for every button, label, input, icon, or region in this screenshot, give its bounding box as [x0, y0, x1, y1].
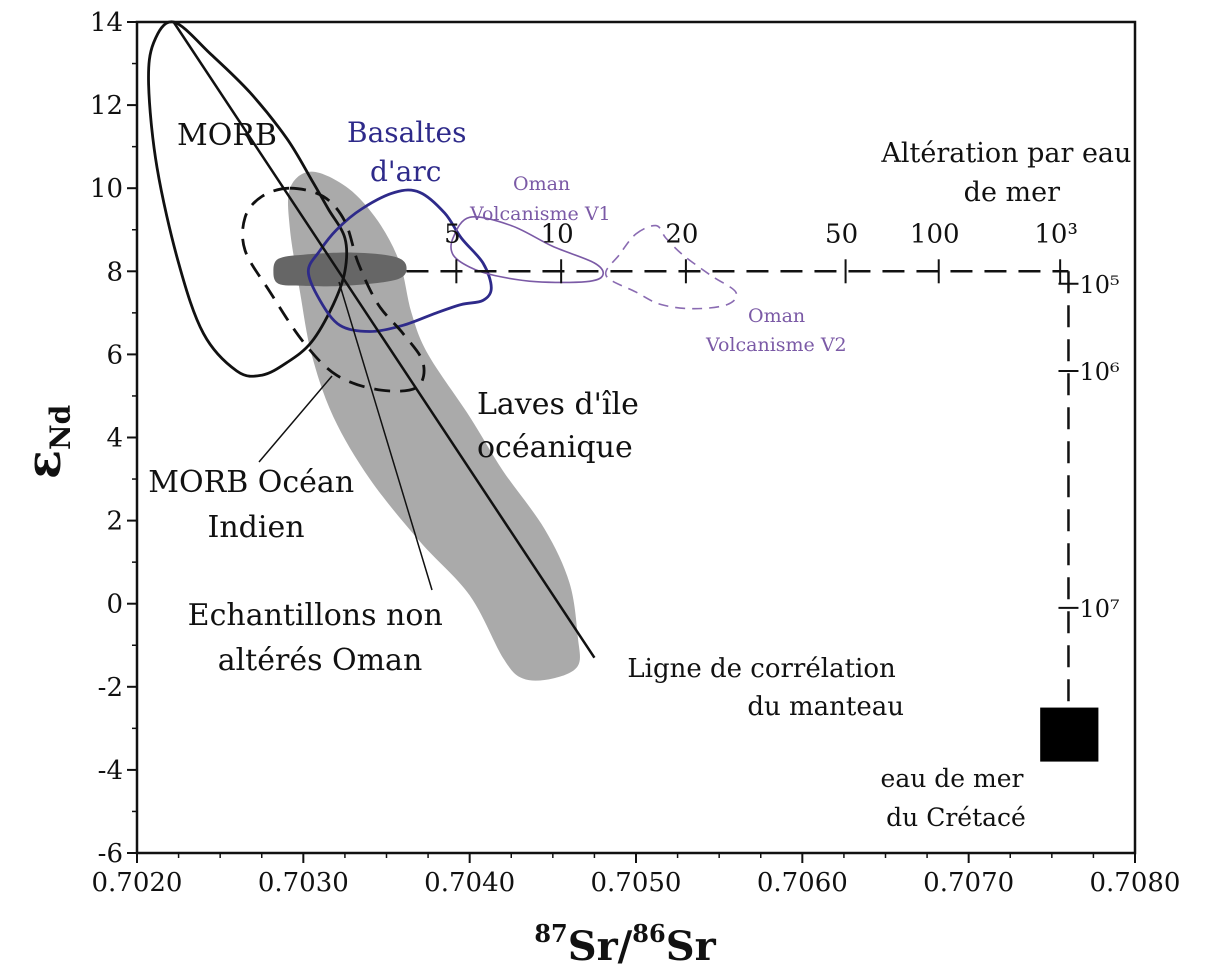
- x-tick-label: 0.7050: [591, 868, 682, 898]
- path-vtick-label-10: 10⁶: [1079, 358, 1119, 386]
- region-oman-volcanisme-v1: [450, 216, 604, 284]
- y-tick-label: 0: [106, 590, 123, 620]
- y-axis-title: εNd: [16, 405, 77, 479]
- y-tick-label: 10: [90, 174, 123, 204]
- regions-layer: [147, 20, 738, 681]
- region-laves-d-ile-oceanique: [287, 171, 580, 681]
- path-tick-label-100: 100: [910, 219, 960, 249]
- path-vtick-label-10: 10⁷: [1079, 595, 1119, 623]
- region-morb-ocean-indien: [241, 186, 426, 393]
- region-oman-volcanisme-v2: [604, 224, 738, 310]
- label-cretaceous-seawater: eau de mer du Crétacé: [881, 764, 1032, 832]
- path-tick-label-10: 10³: [1034, 219, 1078, 249]
- leader-oman-unaltered: [338, 281, 433, 591]
- label-ocean-island: Laves d'île océanique: [477, 387, 648, 465]
- path-tick-label-50: 50: [825, 219, 858, 249]
- x-tick-label: 0.7030: [258, 868, 349, 898]
- y-tick-label: -4: [98, 756, 123, 786]
- cretaceous-seawater-box: [1040, 707, 1099, 762]
- x-tick-label: 0.7080: [1090, 868, 1181, 898]
- label-morb: MORB: [177, 118, 277, 153]
- y-tick-label: 6: [106, 340, 123, 370]
- path-vtick-label-10: 10⁵: [1079, 271, 1119, 299]
- path-tick-label-5: 5: [444, 219, 461, 249]
- y-tick-label: 14: [90, 8, 123, 38]
- x-tick-label: 0.7020: [92, 868, 183, 898]
- y-tick-label: 8: [106, 257, 123, 287]
- y-tick-label: -6: [98, 839, 123, 869]
- x-axis-title: 87Sr/86Sr: [534, 919, 716, 970]
- label-oman-unaltered: Echantillons non altérés Oman: [188, 598, 453, 678]
- label-basaltes-arc: Basaltes d'arc: [347, 116, 475, 188]
- y-tick-label: 12: [90, 91, 123, 121]
- region-morb: [147, 20, 349, 378]
- label-seawater-alteration: Altération par eau de mer: [880, 138, 1140, 208]
- label-morb-indian: MORB Océan Indien: [148, 465, 363, 545]
- x-tick-label: 0.7060: [757, 868, 848, 898]
- label-oman-v1: Oman Volcanisme V1: [469, 173, 611, 225]
- x-tick-label: 0.7070: [923, 868, 1014, 898]
- path-tick-label-10: 10: [541, 219, 574, 249]
- y-tick-label: 4: [106, 424, 123, 454]
- axes-layer: 0.7020 0.7030 0.7040 0.7050 0.7060 0.7070 0.70…: [90, 8, 1181, 898]
- label-oman-v2: Oman Volcanisme V2: [705, 305, 847, 356]
- region-basaltes-d-arc: [306, 188, 493, 333]
- path-tick-label-20: 20: [665, 219, 698, 249]
- label-mantle-line: Ligne de corrélation du manteau: [627, 654, 904, 722]
- leader-morb-indian: [258, 375, 333, 463]
- y-tick-label: -2: [98, 673, 123, 703]
- x-tick-label: 0.7040: [424, 868, 515, 898]
- mantle-correlation-line: [172, 21, 596, 659]
- region-echantillons-non-alteres-oman: [273, 252, 407, 287]
- y-tick-label: 2: [106, 507, 123, 537]
